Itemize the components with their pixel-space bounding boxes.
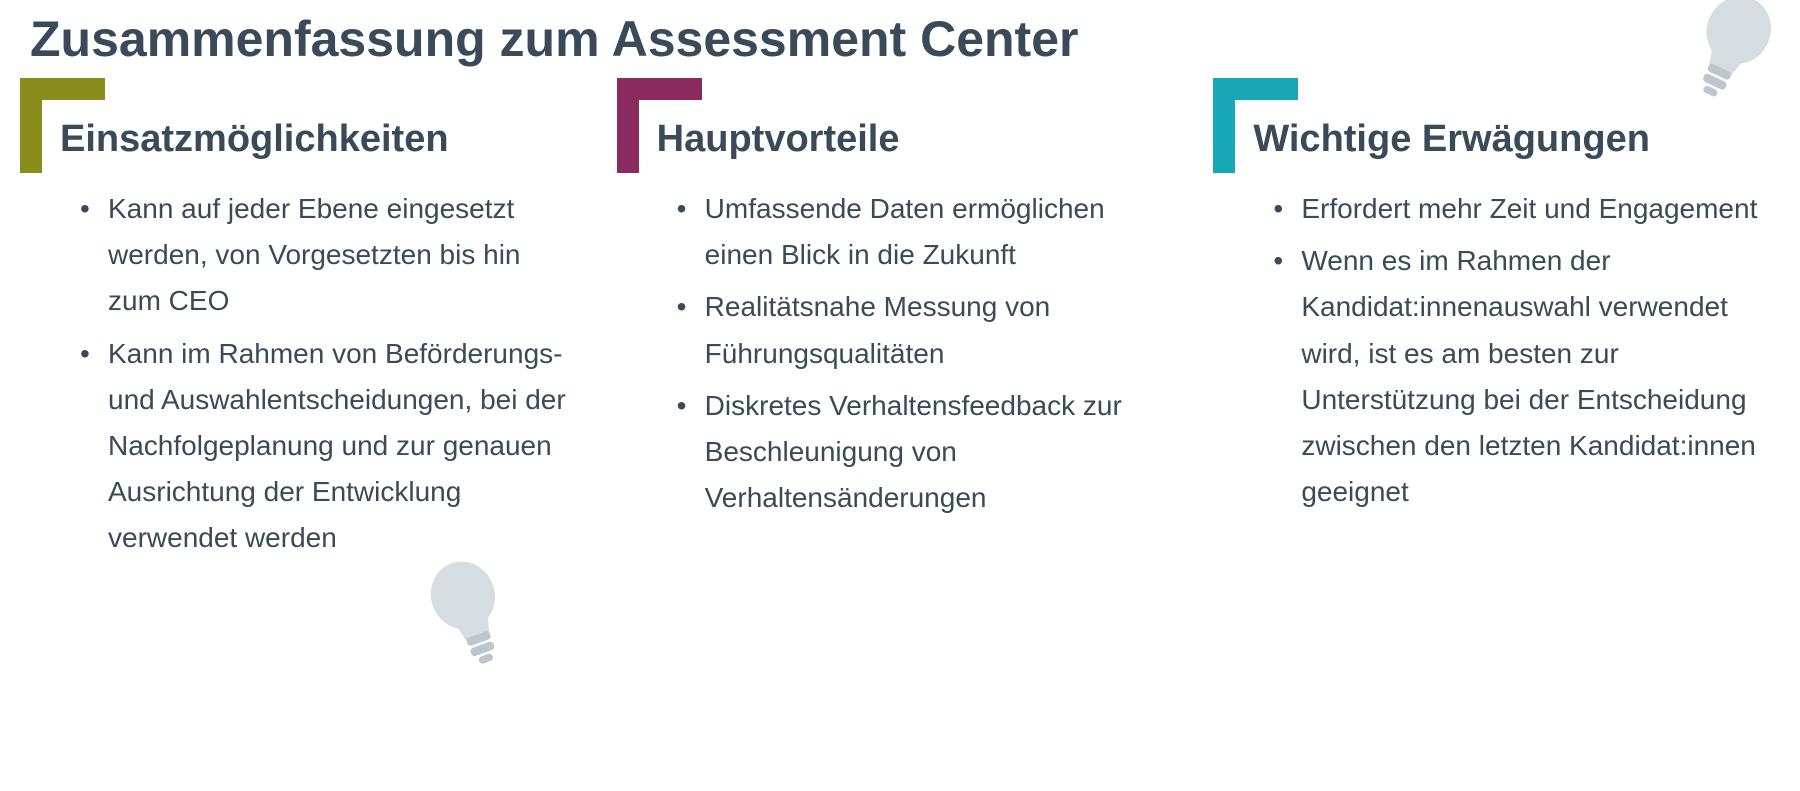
column-list: Kann auf jeder Ebene eingesetzt werden, …: [60, 186, 567, 562]
column-heading: Einsatzmöglichkeiten: [60, 118, 567, 161]
column-considerations: Wichtige Erwägungen Erfordert mehr Zeit …: [1223, 88, 1770, 578]
list-item: Realitätsnahe Messung von Führungsqualit…: [677, 284, 1164, 376]
column-list: Umfassende Daten ermöglichen einen Blick…: [657, 186, 1164, 521]
list-item: Diskretes Verhaltensfeedback zur Beschle…: [677, 383, 1164, 522]
list-item: Kann auf jeder Ebene eingesetzt werden, …: [80, 186, 567, 325]
column-benefits: Hauptvorteile Umfassende Daten ermöglich…: [627, 88, 1174, 578]
page-title: Zusammenfassung zum Assessment Center: [30, 10, 1770, 68]
list-item: Umfassende Daten ermöglichen einen Blick…: [677, 186, 1164, 278]
list-item: Wenn es im Rahmen der Kandidat:innenausw…: [1273, 238, 1760, 515]
column-heading: Wichtige Erwägungen: [1253, 118, 1760, 161]
column-uses: Einsatzmöglichkeiten Kann auf jeder Eben…: [30, 88, 577, 578]
columns-container: Einsatzmöglichkeiten Kann auf jeder Eben…: [30, 88, 1770, 578]
column-heading: Hauptvorteile: [657, 118, 1164, 161]
column-list: Erfordert mehr Zeit und Engagement Wenn …: [1253, 186, 1760, 515]
list-item: Kann im Rahmen von Beförderungs- und Aus…: [80, 331, 567, 562]
list-item: Erfordert mehr Zeit und Engagement: [1273, 186, 1760, 232]
